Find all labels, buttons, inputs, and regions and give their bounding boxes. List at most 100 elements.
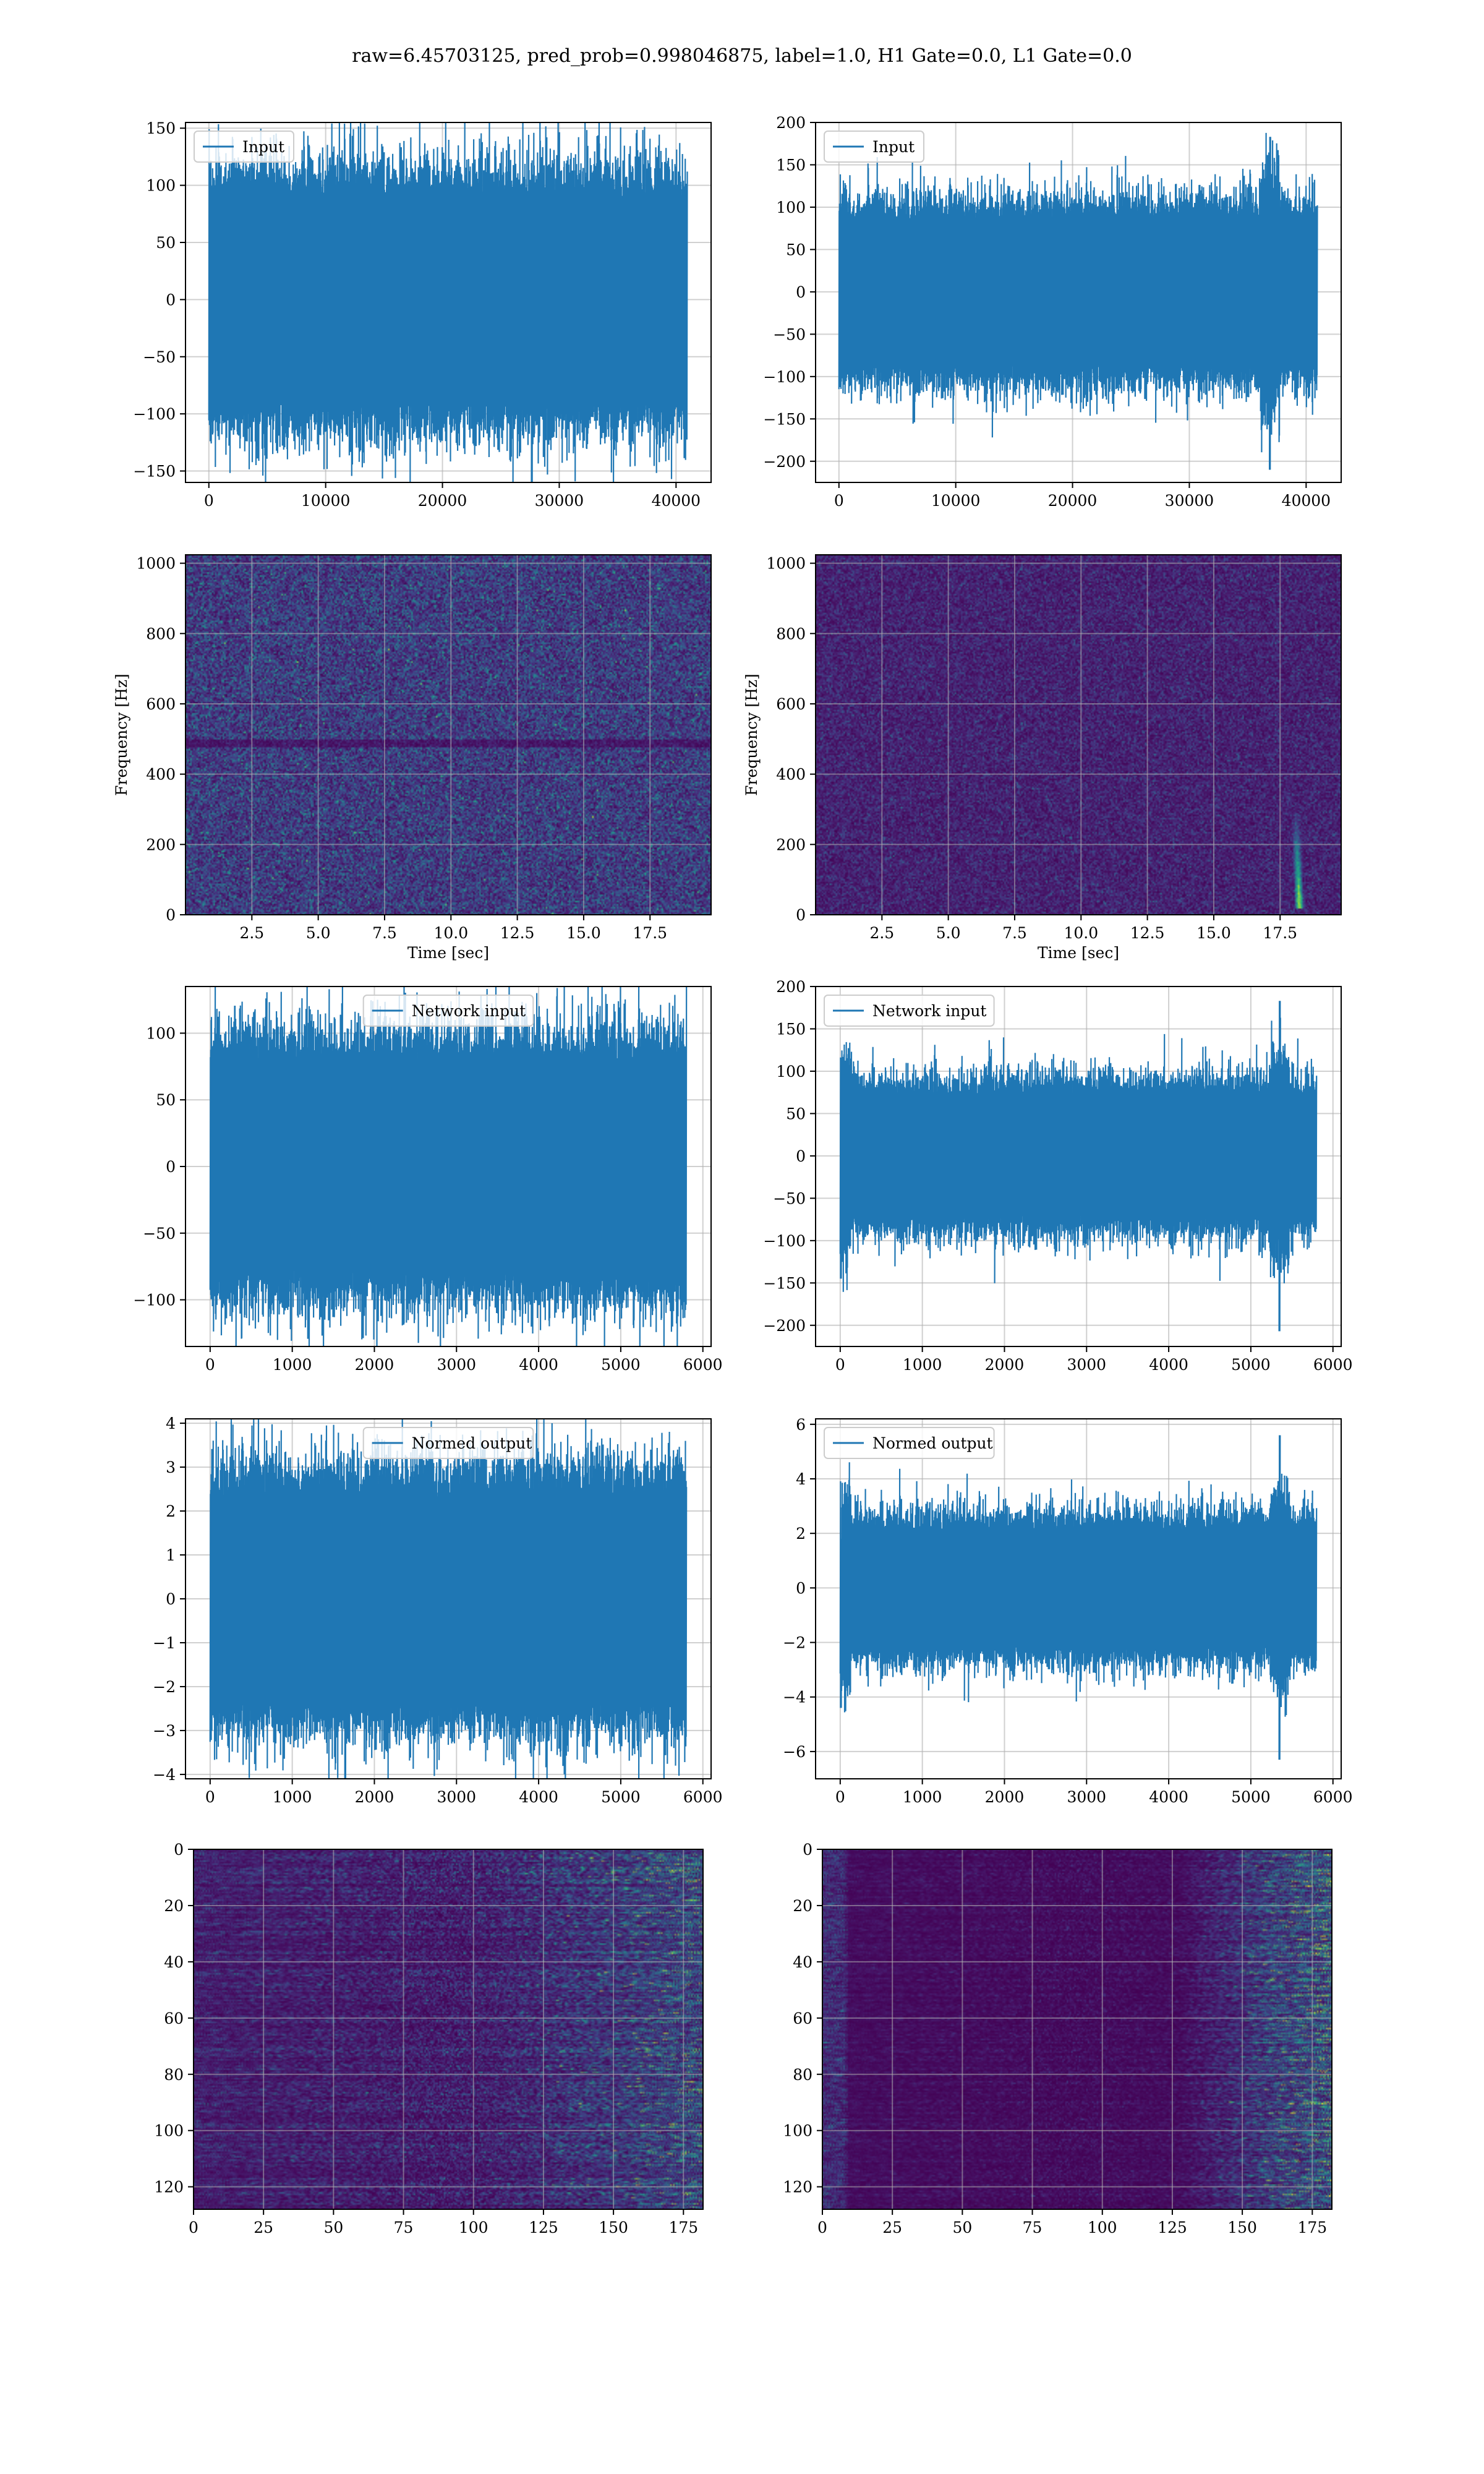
axes-frame <box>815 554 1342 915</box>
y-tick-label: 200 <box>776 836 806 854</box>
y-tick-label: 6 <box>796 1416 806 1434</box>
x-tick-label: 20000 <box>1048 492 1098 510</box>
y-tick-label: 1000 <box>136 555 176 573</box>
x-tick-label: 0 <box>204 492 214 510</box>
y-tick-label: −100 <box>133 1291 176 1309</box>
x-tick-label: 2000 <box>355 1788 394 1806</box>
panel-l1-normed-output: 0 1000 2000 3000 4000 5000 6000 −6 −4 −2 0 2 4 6 Norme… <box>783 1416 1352 1806</box>
plot-area <box>194 1849 703 2209</box>
x-tick-label: 40000 <box>1282 492 1331 510</box>
panel-h1-normed-output: 0 1000 2000 3000 4000 5000 6000 −4 −3 −2 −1 0 1 2 3 4 No… <box>153 1415 723 1806</box>
y-tick-label: 40 <box>164 1953 184 1971</box>
x-tick-label: 175 <box>668 2219 698 2236</box>
x-tick-label: 150 <box>599 2219 628 2236</box>
y-axis-label: Frequency [Hz] <box>113 674 130 796</box>
legend-label: Normed output <box>872 1434 993 1452</box>
y-tick-label: −4 <box>153 1766 176 1784</box>
x-tick-label: 75 <box>1023 2219 1043 2236</box>
panel-l1-feature-map: 0 25 50 75 100 125 150 175 0 20 40 60 80 100 120 <box>783 1841 1333 2236</box>
y-tick-label: 100 <box>776 199 806 216</box>
legend-label: Network input <box>412 1002 526 1020</box>
x-tick-label: 5000 <box>601 1356 641 1374</box>
y-tick-label: 800 <box>146 625 176 643</box>
y-tick-label: 20 <box>164 1897 184 1915</box>
legend-box <box>362 1427 534 1459</box>
y-tick-label: −2 <box>783 1634 806 1652</box>
legend-label: Network input <box>872 1002 986 1020</box>
x-tick-label: 125 <box>529 2219 558 2236</box>
plot-area <box>186 987 711 1346</box>
legend-label: Normed output <box>412 1434 532 1452</box>
y-tick-label: 80 <box>793 2066 812 2084</box>
y-tick-label: −50 <box>143 1225 176 1243</box>
legend-box <box>362 995 534 1027</box>
y-tick-label: −200 <box>763 453 806 471</box>
x-tick-label: 15.0 <box>566 924 601 942</box>
x-tick-label: 20000 <box>418 492 467 510</box>
y-tick-label: 50 <box>156 1091 176 1109</box>
plot-area <box>186 122 711 482</box>
x-tick-label: 5000 <box>601 1788 641 1806</box>
x-tick-label: 3000 <box>1067 1356 1106 1374</box>
x-axis-label: Time [sec] <box>1038 944 1119 962</box>
axes-frame <box>815 122 1342 483</box>
heatmap-image <box>822 1849 1332 2209</box>
y-tick-label: 4 <box>166 1415 176 1432</box>
x-tick-label: 6000 <box>683 1356 723 1374</box>
y-tick-label: 100 <box>776 1063 806 1081</box>
y-tick-label: 0 <box>166 1590 176 1608</box>
x-axis-label: Time [sec] <box>407 944 489 962</box>
y-tick-label: 60 <box>164 2010 184 2027</box>
y-tick-label: 800 <box>776 625 806 643</box>
panels: 0 10000 20000 30000 40000−150−100−5005010015… <box>113 114 1353 2236</box>
x-tick-label: 7.5 <box>372 924 397 942</box>
y-tick-label: 40 <box>793 1953 812 1971</box>
heatmap-image <box>186 555 711 915</box>
y-tick-label: 1000 <box>766 555 806 573</box>
x-tick-label: 50 <box>323 2219 343 2236</box>
panel-l1-network-input: 0 1000 2000 3000 4000 5000 6000−200−150−100−50… <box>763 978 1352 1374</box>
y-tick-label: 50 <box>786 1105 806 1123</box>
x-tick-label: 10.0 <box>1064 924 1098 942</box>
y-tick-label: 50 <box>156 234 176 252</box>
y-tick-label: 80 <box>164 2066 184 2084</box>
y-tick-label: 400 <box>776 766 806 784</box>
plot-area <box>816 1419 1341 1779</box>
y-tick-label: 1 <box>166 1546 176 1564</box>
axes-frame <box>185 122 712 483</box>
x-tick-label: 10000 <box>931 492 981 510</box>
x-tick-label: 2.5 <box>239 924 264 942</box>
panel-l1-spectrogram: 2.5 5.0 7.5 10.0 12.5 15.0 17.5 0 200 400 600 800 10… <box>743 554 1342 962</box>
plot-area <box>186 1419 711 1779</box>
x-tick-label: 30000 <box>535 492 584 510</box>
series-line-0 <box>839 1435 1318 1760</box>
x-tick-label: 25 <box>882 2219 902 2236</box>
x-tick-label: 40000 <box>652 492 701 510</box>
x-tick-label: 5000 <box>1231 1356 1271 1374</box>
y-tick-label: 200 <box>776 978 806 996</box>
y-tick-label: −50 <box>773 1189 806 1207</box>
y-tick-label: −3 <box>153 1722 176 1740</box>
y-tick-label: −100 <box>763 1232 806 1250</box>
y-tick-label: 4 <box>796 1470 806 1488</box>
x-tick-label: 1000 <box>903 1788 942 1806</box>
x-tick-label: 10.0 <box>433 924 468 942</box>
x-tick-label: 0 <box>205 1788 215 1806</box>
x-tick-label: 4000 <box>519 1356 558 1374</box>
axes-frame <box>822 1849 1333 2210</box>
x-tick-label: 0 <box>205 1356 215 1374</box>
x-tick-label: 3000 <box>1067 1788 1106 1806</box>
x-tick-label: 50 <box>952 2219 972 2236</box>
legend-box <box>824 995 995 1027</box>
x-tick-label: 0 <box>834 492 844 510</box>
x-tick-label: 30000 <box>1165 492 1214 510</box>
y-tick-label: 3 <box>166 1458 176 1476</box>
figure-suptitle: raw=6.45703125, pred_prob=0.998046875, l… <box>352 45 1132 67</box>
x-tick-label: 6000 <box>683 1788 723 1806</box>
y-tick-label: −6 <box>783 1743 806 1761</box>
x-tick-label: 100 <box>459 2219 488 2236</box>
y-tick-label: 100 <box>154 2122 184 2140</box>
x-tick-label: 5.0 <box>306 924 331 942</box>
y-tick-label: 600 <box>146 695 176 713</box>
